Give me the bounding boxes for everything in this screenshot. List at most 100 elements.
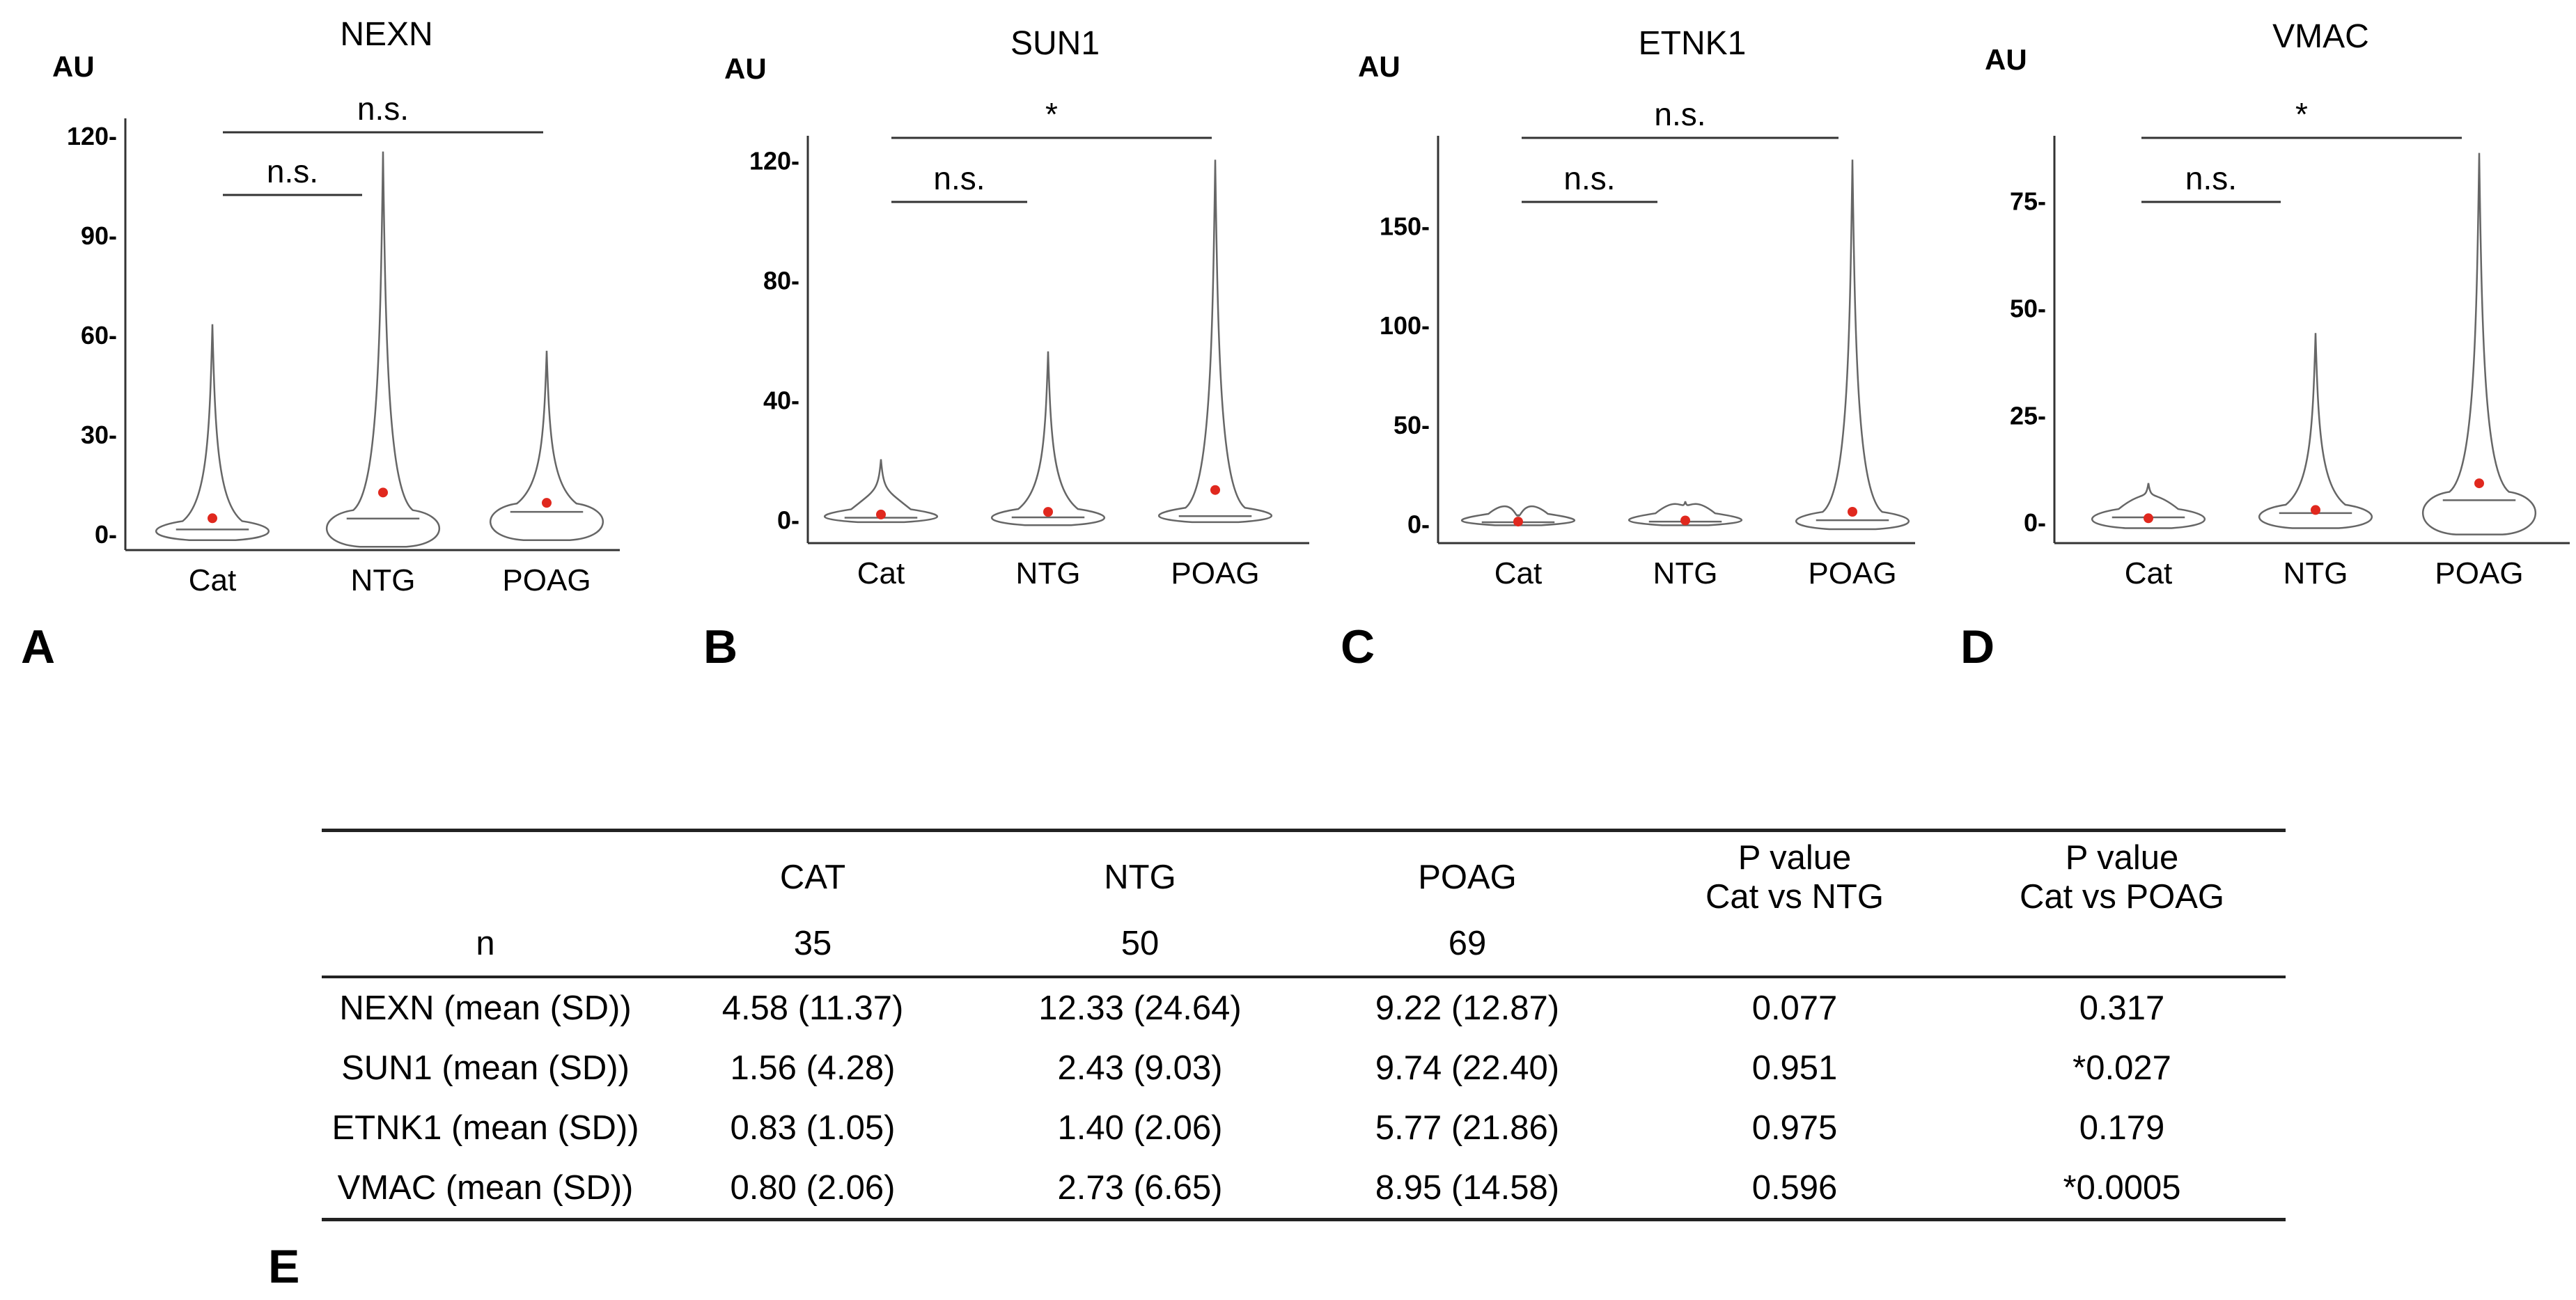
header-p-cat-ntg-line2: Cat vs NTG [1705,878,1884,916]
table-row: NEXN (mean (SD)) 4.58 (11.37) 12.33 (24.… [322,977,2286,1038]
cell-poag: 9.74 (22.40) [1375,1049,1560,1087]
violin-panel-d: VMAC AU 0- 25- 50- 75- Cat NTG POAG n.s. * [1985,18,2570,590]
y-tick-label: 50- [2010,294,2046,322]
cell-poag: 5.77 (21.86) [1375,1109,1560,1147]
n-p1 [1631,923,1958,977]
cell-cat: 0.80 (2.06) [730,1169,896,1207]
y-tick-label: 0- [777,506,799,535]
panel-letter-e: E [268,1240,300,1293]
n-label: n [476,925,495,962]
y-tick-label: 0- [95,520,117,549]
x-tick-label: NTG [2284,556,2348,590]
cell-cat: 4.58 (11.37) [721,989,904,1027]
header-poag: POAG [1418,859,1517,896]
mean-dot [2144,513,2153,524]
violin-shape [489,350,604,541]
table-n-row: n 35 50 69 [322,923,2286,977]
panel-letter-b: B [703,620,738,673]
y-tick-label: 60- [81,321,117,350]
comparison-label: n.s. [357,91,409,127]
violin-shape [824,459,938,524]
violin-shape [991,351,1105,526]
cell-p1: 0.077 [1751,989,1838,1027]
violin-shape [1158,159,1272,524]
x-tick-label: POAG [502,563,591,597]
y-tick-label: 0- [2024,508,2046,537]
cell-p2: 0.317 [2079,989,2165,1027]
header-p-cat-poag-line1: P value [2065,839,2179,877]
row-label: VMAC (mean (SD)) [337,1169,634,1207]
cell-ntg: 1.40 (2.06) [1057,1109,1223,1147]
header-p-cat-ntg-line1: P value [1738,839,1852,877]
comparison-label: * [1045,96,1058,132]
n-poag: 69 [1448,925,1487,962]
table-row: VMAC (mean (SD)) 0.80 (2.06) 2.73 (6.65)… [322,1158,2286,1220]
comparison-label: n.s. [2185,160,2237,196]
summary-table: CAT NTG POAG P value Cat vs NTG P value … [322,829,2286,1221]
chart-title: ETNK1 [1639,25,1747,62]
chart-title: SUN1 [1010,25,1100,62]
cell-p1: 0.596 [1751,1169,1838,1207]
header-cat: CAT [779,859,846,896]
violin-shape [155,324,270,541]
violin-shape [325,151,441,548]
violin-panel-b: SUN1 AU 0- 40- 80- 120- Cat NTG POAG n.s. * [724,25,1309,590]
table-row: SUN1 (mean (SD)) 1.56 (4.28) 2.43 (9.03)… [322,1038,2286,1098]
mean-dot [542,498,552,508]
header-p-cat-ntg: P value Cat vs NTG [1631,831,1958,923]
chart-title: NEXN [340,16,432,53]
y-tick-label: 40- [763,386,799,415]
cell-p2: *0.0005 [2063,1169,2181,1207]
y-tick-label: 120- [749,146,799,175]
y-axis-label: AU [1985,43,2027,76]
y-tick-label: 25- [2010,401,2046,430]
x-tick-label: Cat [189,563,236,597]
n-p2 [1958,923,2286,977]
y-tick-label: 100- [1380,311,1430,340]
table-header-row: CAT NTG POAG P value Cat vs NTG P value … [322,830,2286,923]
header-p-cat-poag: P value Cat vs POAG [1958,831,2286,923]
header-ntg: NTG [1104,859,1176,896]
x-tick-label: NTG [351,563,416,597]
mean-dot [378,487,388,498]
cell-ntg: 2.73 (6.65) [1057,1169,1223,1207]
y-axis-label: AU [724,52,767,85]
x-tick-label: Cat [2125,556,2172,590]
mean-dot [1680,515,1690,526]
cell-p2: 0.179 [2079,1109,2165,1147]
y-tick-label: 30- [81,421,117,449]
table-row: ETNK1 (mean (SD)) 0.83 (1.05) 1.40 (2.06… [322,1098,2286,1158]
mean-dot [2311,505,2320,515]
x-tick-label: NTG [1653,556,1718,590]
comparison-label: n.s. [933,160,985,196]
comparison-label: * [2295,96,2308,132]
cell-poag: 9.22 (12.87) [1375,989,1560,1027]
comparison-label: n.s. [1563,160,1615,196]
comparison-label: n.s. [1654,96,1705,132]
comparison-label: n.s. [267,153,318,189]
mean-dot [1210,485,1220,495]
violin-shape [2091,483,2206,529]
panel-letter-c: C [1341,620,1375,673]
y-axis-label: AU [1358,50,1400,83]
panel-letter-d: D [1960,620,1995,673]
mean-dot [1043,507,1053,517]
cell-p2: *0.027 [2072,1049,2171,1087]
header-blank [322,831,649,923]
violin-shape [2258,333,2373,529]
cell-ntg: 2.43 (9.03) [1057,1049,1223,1087]
violin-panel-a: NEXN AU 0- 30- 60- 90- 120- Cat NTG POAG n.s. n.s. [52,16,620,597]
cell-poag: 8.95 (14.58) [1375,1169,1560,1207]
x-tick-label: Cat [1494,556,1542,590]
violin-shape [1795,159,1910,531]
x-tick-label: POAG [1808,556,1896,590]
mean-dot [208,513,217,524]
y-tick-label: 120- [67,122,117,150]
x-tick-label: Cat [857,556,905,590]
x-tick-label: POAG [1171,556,1259,590]
chart-title: VMAC [2272,18,2369,55]
row-label: SUN1 (mean (SD)) [341,1049,630,1087]
header-p-cat-poag-line2: Cat vs POAG [2019,878,2225,916]
y-tick-label: 80- [763,266,799,295]
